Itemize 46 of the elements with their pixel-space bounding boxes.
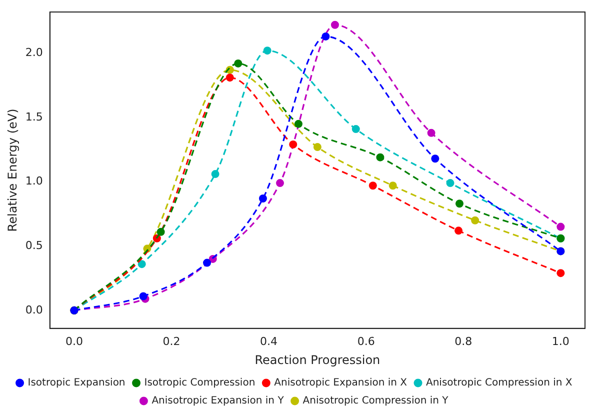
- point: [455, 200, 464, 208]
- point: [471, 216, 480, 224]
- point: [376, 153, 384, 162]
- x-tick-label: 0.4: [260, 334, 278, 348]
- point: [446, 179, 454, 188]
- y-tick-label: 0.0: [25, 303, 43, 316]
- point: [234, 59, 242, 68]
- y-tick-label: 1.5: [25, 110, 43, 124]
- y-tick-label: 1.0: [25, 174, 43, 188]
- point: [226, 74, 234, 82]
- legend-label: Anisotropic Compression in X: [426, 378, 572, 389]
- point: [556, 222, 565, 231]
- point: [313, 143, 322, 152]
- point: [352, 125, 360, 134]
- y-tick-label: 2.0: [25, 46, 43, 60]
- legend-label: Anisotropic Compression in Y: [302, 396, 450, 407]
- x-tick-label: 0.0: [65, 334, 83, 348]
- point: [156, 228, 165, 236]
- x-tick-label: 0.8: [454, 334, 472, 348]
- legend-label: Anisotropic Expansion in Y: [152, 396, 285, 407]
- point: [294, 120, 302, 128]
- x-axis-title: Reaction Progression: [254, 352, 380, 367]
- point: [139, 292, 148, 300]
- point: [203, 258, 212, 267]
- x-tick-label: 0.2: [162, 334, 180, 348]
- y-tick-label: 0.5: [25, 238, 43, 252]
- point: [330, 20, 339, 29]
- legend-label: Isotropic Compression: [144, 378, 256, 389]
- point: [388, 182, 397, 190]
- point: [556, 269, 565, 278]
- point: [263, 46, 272, 55]
- point: [289, 140, 298, 148]
- point: [138, 260, 146, 268]
- point: [322, 32, 330, 40]
- point: [427, 128, 436, 137]
- point: [276, 179, 284, 188]
- point: [431, 154, 440, 163]
- legend-label: Anisotropic Expansion in X: [274, 378, 408, 389]
- x-tick-label: 0.6: [357, 334, 375, 348]
- x-tick-label: 1.0: [552, 334, 570, 348]
- point: [211, 170, 220, 178]
- point: [258, 194, 267, 202]
- point: [454, 226, 463, 235]
- legend-label: Isotropic Expansion: [28, 378, 126, 389]
- point: [368, 182, 377, 190]
- y-axis-title: Relative Energy (eV): [5, 108, 20, 232]
